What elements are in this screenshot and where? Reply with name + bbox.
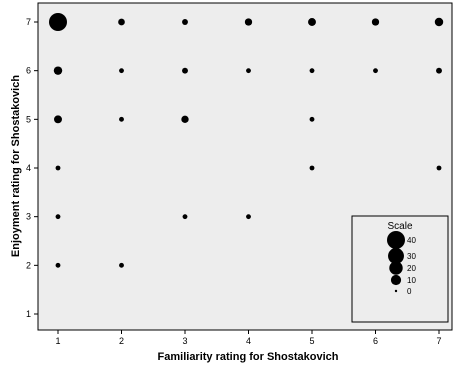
- data-point: [246, 68, 251, 74]
- legend-marker: [387, 231, 405, 249]
- x-tick-label: 1: [55, 336, 60, 346]
- data-point: [55, 214, 61, 220]
- y-tick-label: 7: [26, 17, 31, 27]
- data-point: [434, 17, 444, 27]
- data-point: [309, 116, 315, 122]
- legend: Scale 40 30 20 10 0: [351, 215, 449, 323]
- data-point: [182, 67, 188, 74]
- y-tick-label: 1: [26, 309, 31, 319]
- data-point: [54, 115, 62, 124]
- x-tick-label: 2: [119, 336, 124, 346]
- data-point: [182, 19, 188, 25]
- data-point: [53, 66, 63, 75]
- y-tick-label: 3: [26, 212, 31, 222]
- x-tick-label: 6: [373, 336, 378, 346]
- legend-label: 30: [407, 252, 416, 261]
- data-point: [371, 18, 380, 26]
- data-point: [119, 116, 124, 122]
- data-point: [182, 214, 188, 220]
- data-point: [436, 67, 442, 74]
- data-point: [244, 18, 253, 26]
- data-point: [373, 68, 378, 74]
- legend-label: 40: [407, 236, 416, 245]
- data-point: [309, 165, 315, 171]
- y-axis-title: Enjoyment rating for Shostakovich: [10, 75, 22, 257]
- data-points: [49, 13, 444, 268]
- data-point: [181, 115, 189, 123]
- y-tick-label: 4: [26, 163, 31, 173]
- x-axis-title: Familiarity rating for Shostakovich: [158, 351, 339, 363]
- data-point: [118, 18, 125, 26]
- legend-marker: [388, 248, 404, 264]
- legend-label: 10: [407, 276, 416, 285]
- data-point: [119, 262, 124, 268]
- x-tick-label: 4: [246, 336, 251, 346]
- legend-entries: 40 30 20 10 0: [387, 231, 416, 296]
- y-tick-label: 2: [26, 260, 31, 270]
- legend-marker: [390, 274, 402, 286]
- data-point: [246, 214, 251, 220]
- data-point: [55, 262, 61, 268]
- x-tick-label: 7: [436, 336, 441, 346]
- legend-title: Scale: [387, 221, 412, 232]
- data-point: [55, 165, 61, 171]
- legend-label: 20: [407, 264, 416, 273]
- axis-ticks: 1 2 3 4 5 6 7 1 2 3 4 5 6 7: [26, 17, 442, 346]
- data-point: [436, 165, 442, 171]
- data-point: [119, 68, 124, 74]
- x-tick-label: 5: [309, 336, 314, 346]
- y-tick-label: 5: [26, 114, 31, 124]
- data-point: [49, 13, 67, 31]
- y-tick-label: 6: [26, 66, 31, 76]
- legend-marker: [389, 261, 403, 275]
- data-point: [309, 68, 315, 74]
- legend-label: 0: [407, 287, 412, 296]
- legend-marker: [394, 289, 398, 293]
- data-point: [308, 18, 316, 26]
- x-tick-label: 3: [182, 336, 187, 346]
